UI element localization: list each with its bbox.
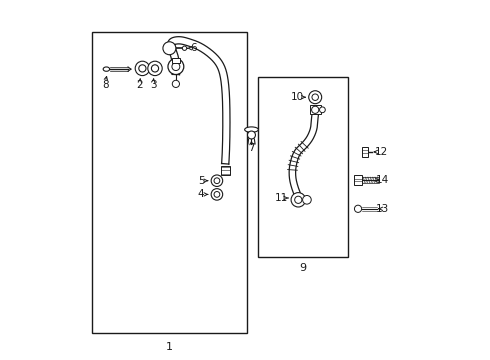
Circle shape xyxy=(294,196,302,203)
Circle shape xyxy=(319,107,325,113)
Text: 3: 3 xyxy=(150,80,156,90)
Circle shape xyxy=(211,175,222,186)
Circle shape xyxy=(135,61,149,76)
FancyBboxPatch shape xyxy=(354,175,362,185)
Circle shape xyxy=(172,63,180,71)
Bar xyxy=(92,32,247,333)
Ellipse shape xyxy=(103,67,110,71)
Text: 12: 12 xyxy=(374,147,388,157)
Circle shape xyxy=(303,195,311,204)
Circle shape xyxy=(151,65,159,72)
Circle shape xyxy=(172,80,179,87)
Ellipse shape xyxy=(245,127,258,132)
Text: 4: 4 xyxy=(198,189,204,199)
Circle shape xyxy=(148,61,162,76)
Bar xyxy=(172,58,180,63)
Bar xyxy=(258,77,347,257)
Text: 2: 2 xyxy=(137,80,143,90)
FancyBboxPatch shape xyxy=(221,166,229,175)
Circle shape xyxy=(312,106,319,113)
Bar xyxy=(310,105,320,114)
Circle shape xyxy=(214,192,220,197)
Text: 6: 6 xyxy=(191,43,197,53)
Ellipse shape xyxy=(247,131,255,139)
Circle shape xyxy=(309,91,321,104)
Circle shape xyxy=(139,65,146,72)
Text: 13: 13 xyxy=(376,204,389,214)
Circle shape xyxy=(182,46,187,50)
Text: 10: 10 xyxy=(291,92,304,102)
Text: 1: 1 xyxy=(166,342,173,352)
Circle shape xyxy=(168,59,184,75)
Circle shape xyxy=(163,42,176,55)
Circle shape xyxy=(354,205,362,212)
Circle shape xyxy=(211,189,222,200)
Text: 11: 11 xyxy=(274,193,288,203)
Text: 7: 7 xyxy=(248,143,255,153)
Circle shape xyxy=(291,193,305,207)
Text: 9: 9 xyxy=(299,263,306,273)
Text: 8: 8 xyxy=(102,80,109,90)
FancyBboxPatch shape xyxy=(362,147,368,157)
Text: 14: 14 xyxy=(376,175,389,185)
Circle shape xyxy=(214,178,220,184)
Circle shape xyxy=(312,94,318,100)
Text: 5: 5 xyxy=(198,176,204,186)
